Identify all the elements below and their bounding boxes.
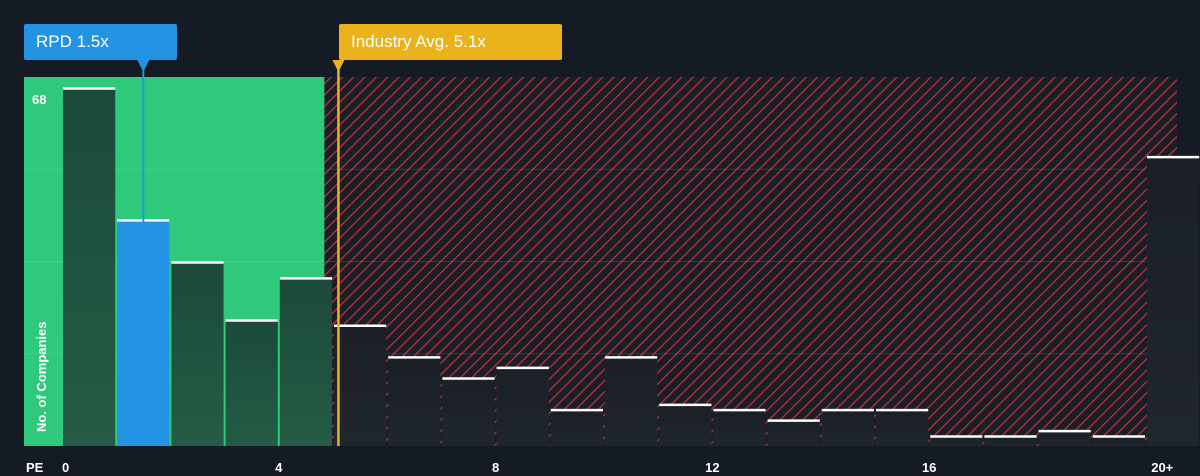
x-tick-label-16: 16: [922, 460, 936, 475]
histogram-bar-15: [876, 409, 929, 446]
histogram-bar-6: [388, 356, 441, 446]
histogram-bars: [63, 87, 1200, 447]
x-tick-label-20+: 20+: [1151, 460, 1173, 475]
y-max-label: 68: [32, 92, 46, 107]
histogram-bar-16: [930, 435, 983, 446]
histogram-bar-2: [171, 261, 224, 446]
histogram-bar-19: [1092, 435, 1145, 446]
x-axis: PE 0 4 8 12 16 20+: [26, 460, 1174, 475]
company-marker-pointer: [137, 60, 150, 72]
y-axis-label: No. of Companies: [34, 321, 49, 432]
histogram-bar-14: [821, 409, 874, 446]
histogram-bar-13: [767, 419, 820, 446]
histogram-bar-4: [279, 277, 332, 446]
x-tick-label-0: 0: [62, 460, 69, 475]
histogram-bar-0: [63, 87, 116, 447]
histogram-bar-12: [713, 409, 766, 446]
histogram-bar-3: [225, 319, 278, 446]
x-axis-label: PE: [26, 460, 44, 475]
histogram-bar-10: [605, 356, 658, 446]
industry-marker-pointer: [332, 60, 345, 72]
histogram-bar-18: [1038, 430, 1091, 446]
histogram-bar-11: [659, 403, 712, 446]
x-tick-label-8: 8: [492, 460, 499, 475]
histogram-bar-8: [496, 366, 549, 446]
histogram-bar-17: [984, 435, 1037, 446]
histogram-bar-9: [550, 409, 603, 446]
histogram-bar-5: [334, 324, 387, 446]
x-tick-label-12: 12: [705, 460, 719, 475]
histogram-bar-7: [442, 377, 495, 446]
industry-average-callout: Industry Avg. 5.1x: [339, 24, 562, 60]
x-tick-label-4: 4: [275, 460, 283, 475]
company-pe-callout: RPD 1.5x: [24, 24, 177, 60]
value-markers: [137, 60, 345, 446]
histogram-bar-20: [1147, 156, 1200, 447]
